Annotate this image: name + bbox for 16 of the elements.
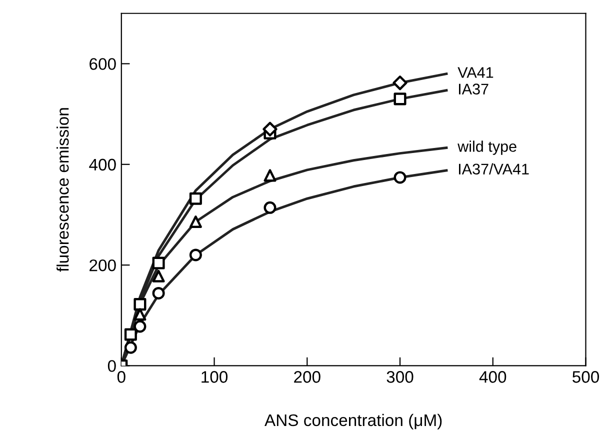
y-tick-label: 200 [90,259,116,272]
series-label: IA37/VA41 [459,163,529,175]
x-tick-label: 500 [572,371,600,383]
series-label: wild type [458,140,516,155]
y-axis-title: fluorescence emission [56,108,69,272]
x-tick-label: 200 [294,371,320,383]
x-tick-label: 400 [479,371,506,383]
y-tick-label: 0 [108,360,116,372]
x-tick-label: 0 [117,371,126,383]
x-tick-label: 100 [202,371,228,383]
series-label: VA41 [458,67,494,78]
y-tick-label: 600 [90,58,116,70]
x-tick-label: 300 [386,371,414,383]
y-tick-label: 400 [89,158,116,171]
x-axis-title: ANS concentration (μM) [264,414,442,430]
series-label: IA37 [459,84,488,94]
